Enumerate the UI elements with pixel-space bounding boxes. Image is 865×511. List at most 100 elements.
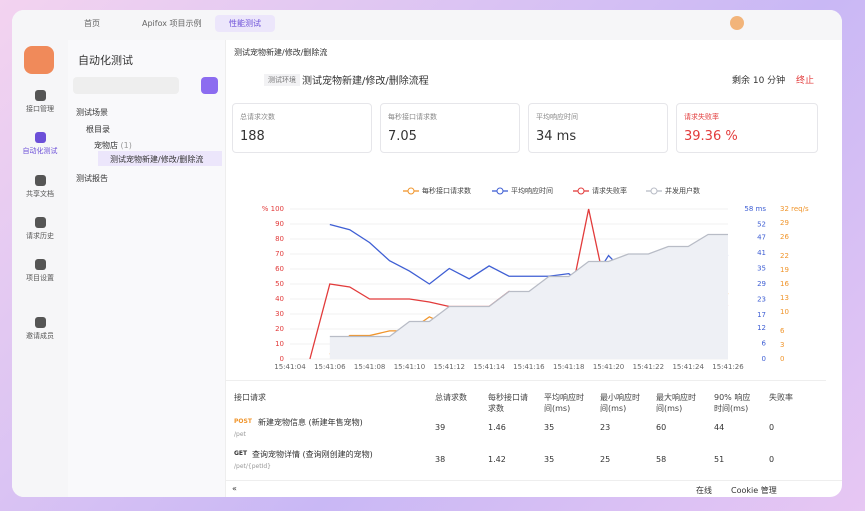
tab[interactable]: Apifox 项目示例: [142, 19, 202, 28]
search[interactable]: [73, 77, 179, 94]
add-button[interactable]: [201, 77, 218, 94]
tree-item-selected[interactable]: 测试宠物新建/修改/删除流: [98, 151, 222, 166]
nav-item[interactable]: 请求历史: [12, 217, 68, 241]
x-tick-label: 15:41:14: [473, 363, 505, 370]
table-header[interactable]: 失败率: [769, 393, 793, 402]
legend-label: 平均响应时间: [511, 186, 553, 195]
table-cell: 0: [769, 423, 775, 432]
table-cell: 25: [600, 455, 611, 464]
table-header[interactable]: 总请求数: [435, 393, 467, 402]
x-tick-label: 15:41:12: [434, 363, 465, 370]
y-tick-label: 70: [275, 250, 284, 258]
y3-tick-label: 10: [780, 308, 789, 316]
nav-item[interactable]: 共享文档: [12, 175, 68, 199]
logo: [24, 46, 54, 74]
y-tick-label: 90: [275, 220, 284, 228]
table-cell: 35: [544, 423, 555, 432]
method: POST: [234, 418, 252, 425]
y-tick-label: % 100: [262, 205, 284, 213]
window: 首页 Apifox 项目示例 性能测试 接口管理 自动化测试 共享文档 请求历史…: [12, 10, 842, 497]
table-header[interactable]: 最大响应时间(ms): [656, 393, 696, 413]
table-header[interactable]: 90% 响应时间(ms): [714, 393, 751, 413]
y-tick-label: 80: [275, 235, 284, 243]
x-tick-label: 15:41:06: [314, 363, 346, 370]
stat-card: 请求失败率 39.36 %: [676, 103, 818, 153]
table-header[interactable]: 接口请求: [234, 393, 266, 402]
y3-tick-label: 6: [780, 327, 785, 335]
legend-label: 请求失败率: [592, 186, 627, 195]
cookie[interactable]: Cookie 管理: [731, 486, 777, 495]
endpoint-name: 查询宠物详情 (查询刚创建的宠物): [252, 450, 373, 459]
y2-tick-label: 41: [757, 249, 766, 257]
y3-tick-label: 29: [780, 219, 789, 227]
y3-tick-label: 32 req/s: [780, 205, 809, 213]
footer: « 在线 Cookie 管理: [226, 480, 842, 497]
y-tick-label: 0: [280, 355, 284, 363]
x-tick-label: 15:41:24: [672, 363, 704, 370]
table-cell: 0: [769, 455, 775, 464]
nav: 接口管理 自动化测试 共享文档 请求历史 项目设置 邀请成员: [12, 40, 68, 497]
tree-panel: 自动化测试 测试场景 根目录 宠物店 (1) 测试宠物新建/修改/删除流 测试报…: [68, 40, 226, 497]
y2-tick-label: 17: [757, 311, 766, 319]
table-cell: 1.46: [488, 423, 506, 432]
table-header[interactable]: 平均响应时间(ms): [544, 393, 584, 413]
nav-item[interactable]: 邀请成员: [12, 317, 68, 341]
tree-item[interactable]: 宠物店 (1): [94, 140, 132, 151]
y2-tick-label: 23: [757, 296, 766, 304]
table-cell: 38: [435, 455, 446, 464]
count: (1): [120, 141, 132, 150]
nav-item[interactable]: 项目设置: [12, 259, 68, 283]
x-tick-label: 15:41:22: [633, 363, 664, 370]
table-cell: 44: [714, 423, 725, 432]
method: GET: [234, 450, 248, 457]
table-cell: 35: [544, 455, 555, 464]
stat-card: 平均响应时间 34 ms: [528, 103, 668, 153]
x-tick-label: 15:41:20: [593, 363, 624, 370]
tree-item[interactable]: 测试场景: [76, 108, 108, 117]
tree-item[interactable]: 根目录: [86, 125, 110, 134]
online: 在线: [696, 486, 712, 495]
legend-dot: [407, 187, 415, 195]
legend-label: 每秒接口请求数: [422, 186, 471, 195]
env[interactable]: 测试环境: [264, 74, 300, 86]
stop-button[interactable]: 终止: [796, 76, 815, 86]
tab[interactable]: 首页: [84, 19, 100, 28]
y2-tick-label: 52: [757, 221, 766, 229]
y-tick-label: 50: [275, 280, 284, 288]
table-header[interactable]: 每秒接口请求数: [488, 393, 528, 413]
page-title: 测试宠物新建/修改/删除流程: [302, 76, 429, 87]
tree-item[interactable]: 测试报告: [76, 174, 108, 183]
y-tick-label: 10: [275, 340, 284, 348]
legend-label: 并发用户数: [665, 186, 700, 195]
table-cell: 1.42: [488, 455, 506, 464]
stat-card: 每秒接口请求数 7.05: [380, 103, 520, 153]
nav-item[interactable]: 自动化测试: [12, 132, 68, 156]
y3-tick-label: 0: [780, 355, 784, 363]
nav-item[interactable]: 接口管理: [12, 90, 68, 114]
table-header[interactable]: 最小响应时间(ms): [600, 393, 640, 413]
avatar[interactable]: [730, 16, 744, 30]
table-cell: 51: [714, 455, 725, 464]
x-tick-label: 15:41:04: [274, 363, 306, 370]
y-tick-label: 60: [275, 265, 284, 273]
y2-tick-label: 47: [757, 233, 766, 241]
y2-tick-label: 0: [762, 355, 766, 363]
y2-tick-label: 35: [757, 264, 766, 272]
tab-active[interactable]: 性能测试: [215, 15, 275, 32]
tree-title: 自动化测试: [78, 54, 133, 67]
y2-tick-label: 6: [762, 339, 767, 347]
main-tab[interactable]: 测试宠物新建/修改/删除流: [234, 48, 328, 57]
y2-tick-label: 12: [757, 324, 766, 332]
collapse[interactable]: «: [232, 484, 237, 493]
y-tick-label: 30: [275, 310, 284, 318]
endpoint-path: /pet/{petId}: [234, 463, 271, 470]
table-cell: 39: [435, 423, 446, 432]
legend-dot: [577, 187, 585, 195]
area: [329, 234, 728, 359]
table-cell: 58: [656, 455, 667, 464]
stat-card: 总请求次数 188: [232, 103, 372, 153]
x-tick-label: 15:41:26: [712, 363, 744, 370]
x-tick-label: 15:41:18: [553, 363, 584, 370]
x-tick-label: 15:41:10: [394, 363, 425, 370]
